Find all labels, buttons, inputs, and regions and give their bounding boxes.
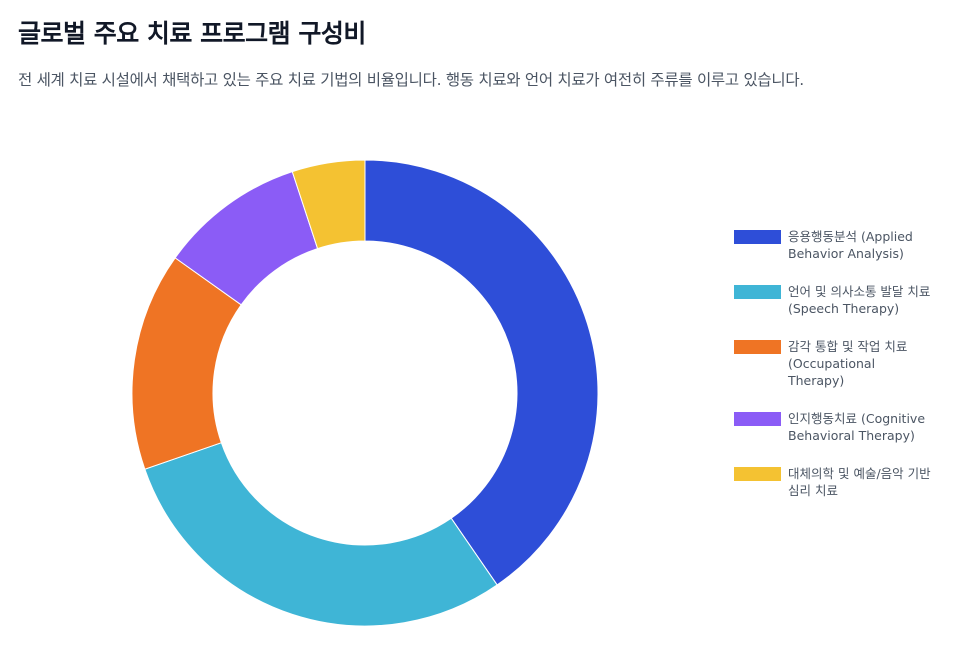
legend-label: 인지행동치료 (Cognitive Behavioral Therapy) (788, 411, 926, 443)
legend-swatch (734, 340, 781, 354)
legend-label: 감각 통합 및 작업 치료 (Occupational Therapy) (788, 339, 908, 388)
legend-item[interactable]: 인지행동치료 (Cognitive Behavioral Therapy) (734, 410, 964, 444)
donut-slice[interactable] (144, 442, 498, 627)
legend-label: 응용행동분석 (Applied Behavior Analysis) (788, 229, 913, 261)
chart-title: 글로벌 주요 치료 프로그램 구성비 (18, 19, 366, 48)
legend-label: 대체의학 및 예술/음악 기반 심리 치료 (788, 466, 931, 498)
legend-swatch (734, 467, 781, 481)
chart-subtitle: 전 세계 치료 시설에서 채택하고 있는 주요 치료 기법의 비율입니다. 행동… (18, 71, 804, 89)
legend-item[interactable]: 언어 및 의사소통 발달 치료 (Speech Therapy) (734, 283, 964, 317)
chart-legend: 응용행동분석 (Applied Behavior Analysis) 언어 및 의… (734, 228, 964, 520)
donut-slice[interactable] (364, 159, 599, 586)
legend-item[interactable]: 응용행동분석 (Applied Behavior Analysis) (734, 228, 964, 262)
legend-swatch (734, 412, 781, 426)
legend-swatch (734, 285, 781, 299)
legend-label: 언어 및 의사소통 발달 치료 (Speech Therapy) (788, 284, 931, 316)
legend-item[interactable]: 감각 통합 및 작업 치료 (Occupational Therapy) (734, 338, 964, 389)
donut-slice[interactable] (291, 159, 366, 250)
legend-swatch (734, 230, 781, 244)
legend-item[interactable]: 대체의학 및 예술/음악 기반 심리 치료 (734, 465, 964, 499)
